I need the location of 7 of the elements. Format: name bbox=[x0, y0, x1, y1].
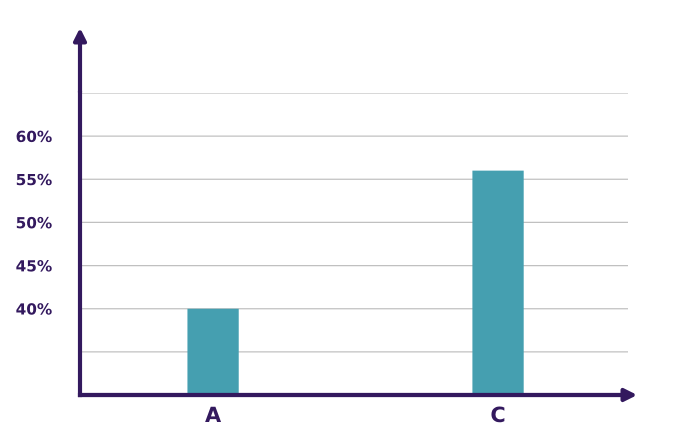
y-tick-label: 60% bbox=[16, 130, 52, 142]
y-tick-label: 55% bbox=[16, 174, 52, 186]
y-tick-label: 40% bbox=[16, 303, 52, 315]
y-tick-label: 45% bbox=[16, 260, 52, 272]
y-tick-label: 50% bbox=[16, 216, 52, 228]
x-tick-label: C bbox=[491, 406, 504, 422]
x-tick-label: A bbox=[205, 406, 222, 422]
